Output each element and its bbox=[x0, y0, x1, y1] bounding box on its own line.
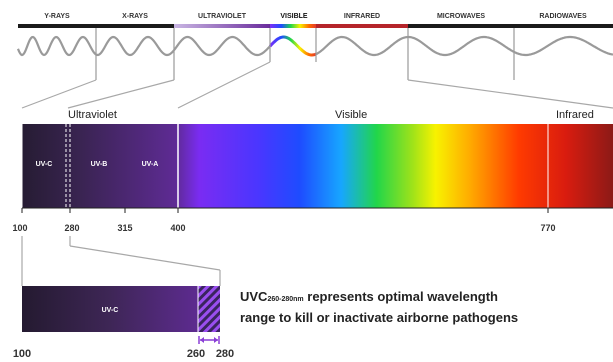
uvc-zoom-bar: UV-C bbox=[22, 286, 220, 332]
caption-prefix: UVC bbox=[240, 289, 268, 304]
wide-bar-label-uva: UV-A bbox=[142, 161, 159, 168]
caption-line-1: UVC260-280nm represents optimal waveleng… bbox=[240, 288, 612, 309]
zoom-lines-top bbox=[21, 61, 613, 109]
zoom-bar-label-uvc: UV-C bbox=[102, 307, 119, 314]
zoom-tick-100: 100 bbox=[13, 348, 31, 360]
wide-tick-400: 400 bbox=[170, 223, 185, 233]
zoom-tick-280: 280 bbox=[216, 348, 234, 360]
optimal-range-arrow bbox=[198, 336, 220, 344]
section-label-ultraviolet: Ultraviolet bbox=[68, 109, 117, 121]
wide-bar-label-uvc: UV-C bbox=[36, 161, 53, 168]
wide-tick-100: 100 bbox=[12, 223, 27, 233]
wide-spectrum-bar: UV-C UV-B UV-A bbox=[21, 118, 613, 208]
zoom-tick-260: 260 bbox=[187, 348, 205, 360]
wide-axis: 100 280 315 400 770 bbox=[12, 207, 613, 233]
wide-bar-label-uvb: UV-B bbox=[91, 161, 108, 168]
band-bar-x-rays bbox=[96, 24, 174, 28]
band-label-radiowaves: RADIOWAVES bbox=[539, 13, 587, 20]
band-bar-microwaves bbox=[408, 24, 514, 28]
wide-tick-280: 280 bbox=[64, 223, 79, 233]
wave-path-visible bbox=[268, 35, 317, 57]
section-label-visible: Visible bbox=[335, 109, 367, 121]
band-label-infrared: INFRARED bbox=[344, 13, 380, 20]
wave-line bbox=[16, 28, 613, 80]
wide-tick-315: 315 bbox=[117, 223, 132, 233]
uvc-caption: UVC260-280nm represents optimal waveleng… bbox=[240, 288, 612, 327]
zoom-lines-bottom bbox=[21, 236, 221, 286]
caption-line-2: range to kill or inactivate airborne pat… bbox=[240, 310, 519, 325]
caption-line1-rest: represents optimal wavelength bbox=[303, 289, 498, 304]
band-bar-infrared bbox=[316, 24, 408, 28]
wide-tick-770: 770 bbox=[540, 223, 555, 233]
band-bar-radiowaves bbox=[514, 24, 613, 28]
band-bar-y-rays bbox=[18, 24, 96, 28]
band-label-y-rays: Y-RAYS bbox=[44, 13, 70, 20]
band-label-microwaves: MICROWAVES bbox=[437, 13, 485, 20]
section-label-infrared: Infrared bbox=[556, 109, 594, 121]
band-bar-ultraviolet bbox=[174, 24, 270, 28]
spectrum-band-headers: Y-RAYS X-RAYS ULTRAVIOLET VISIBLE INFRAR… bbox=[18, 13, 613, 28]
caption-subscript: 260-280nm bbox=[267, 296, 304, 303]
band-label-visible: VISIBLE bbox=[280, 13, 308, 20]
uvc-optimal-range-hatch bbox=[198, 286, 220, 332]
band-label-x-rays: X-RAYS bbox=[122, 13, 148, 20]
band-label-ultraviolet: ULTRAVIOLET bbox=[198, 13, 247, 20]
band-bar-visible bbox=[270, 24, 316, 28]
